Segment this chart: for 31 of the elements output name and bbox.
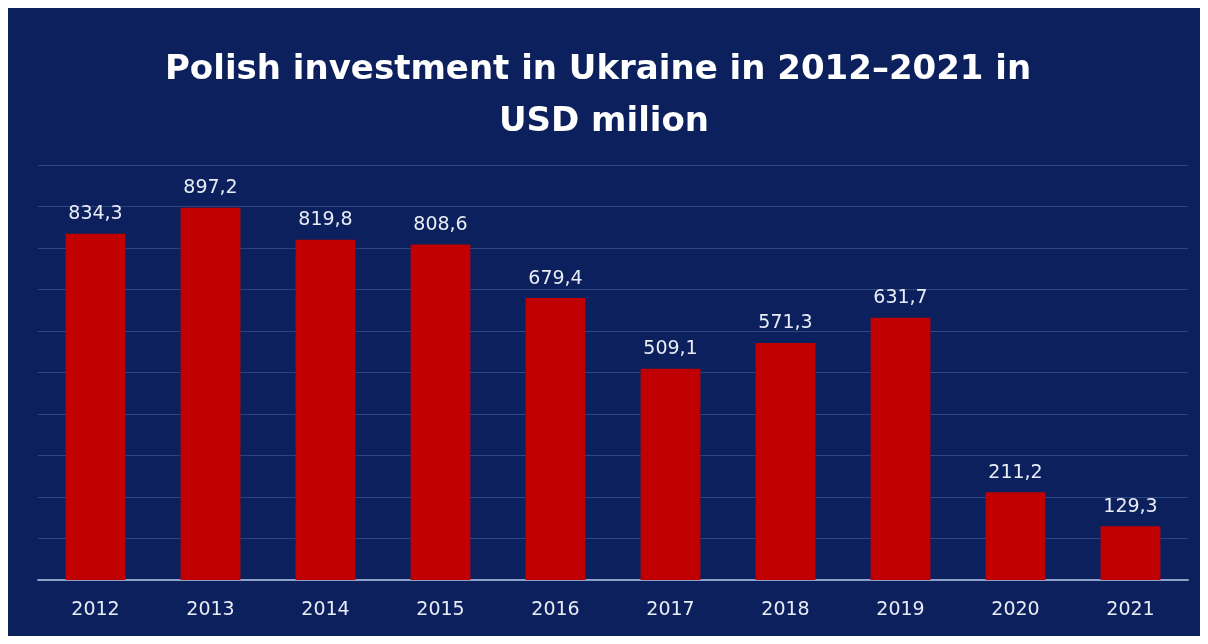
data-label: 897,2 — [183, 175, 238, 198]
x-tick-label: 2020 — [991, 596, 1040, 619]
data-label: 129,3 — [1103, 493, 1158, 516]
bar — [525, 298, 586, 580]
bar — [755, 342, 816, 580]
x-tick-label: 2016 — [531, 596, 580, 619]
bar — [295, 239, 356, 580]
x-tick-label: 2021 — [1106, 596, 1155, 619]
x-tick-label: 2019 — [876, 596, 925, 619]
data-label: 819,8 — [298, 207, 353, 230]
x-tick-label: 2014 — [301, 596, 350, 619]
data-label: 679,4 — [528, 265, 583, 288]
bar — [870, 317, 931, 580]
bar — [1100, 526, 1161, 580]
bar — [65, 233, 126, 580]
chart-title: Polish investment in Ukraine in 2012–2021 in USD milion — [164, 47, 1044, 139]
bar — [640, 368, 701, 580]
data-label: 808,6 — [413, 211, 468, 234]
data-label: 211,2 — [988, 459, 1043, 482]
x-tick-label: 2018 — [761, 596, 810, 619]
bar — [180, 207, 241, 580]
data-label: 631,7 — [873, 285, 928, 308]
bar — [410, 244, 471, 580]
x-tick-label: 2017 — [646, 596, 695, 619]
bar — [985, 492, 1046, 580]
x-tick-label: 2013 — [186, 596, 235, 619]
data-label: 834,3 — [68, 201, 123, 224]
data-label: 571,3 — [758, 310, 813, 333]
x-tick-label: 2012 — [71, 596, 120, 619]
x-tick-label: 2015 — [416, 596, 465, 619]
data-label: 509,1 — [643, 336, 698, 359]
